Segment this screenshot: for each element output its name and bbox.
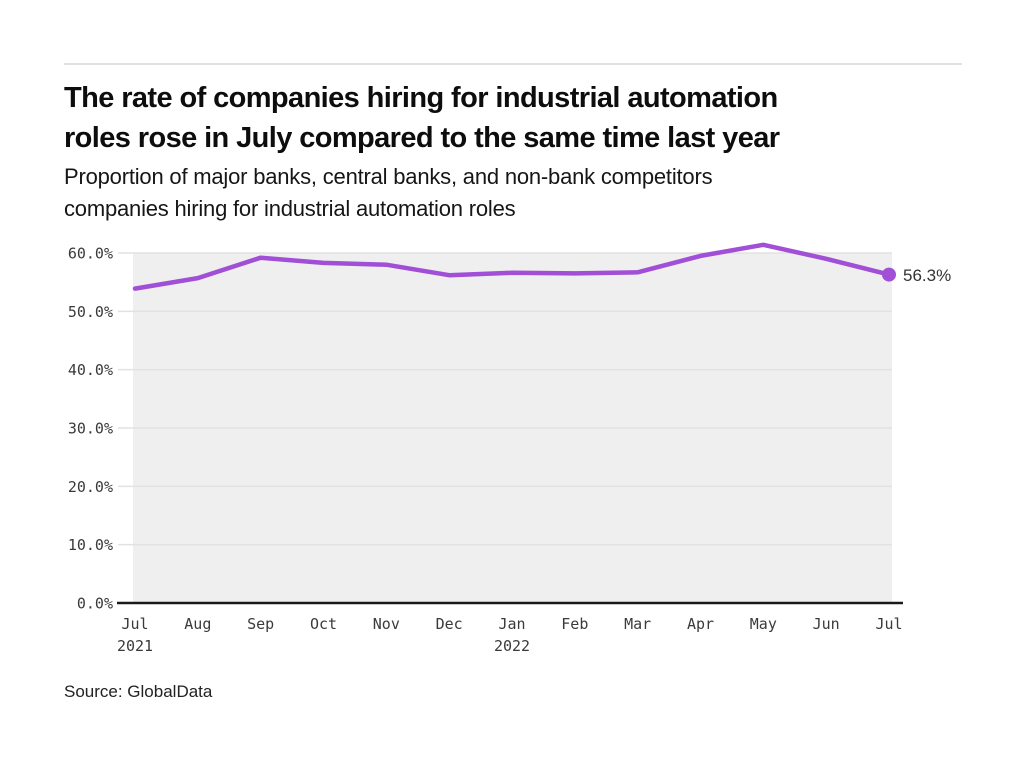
y-tick-label: 60.0% bbox=[68, 245, 113, 263]
page-title-line1: The rate of companies hiring for industr… bbox=[64, 82, 778, 114]
y-tick-label: 20.0% bbox=[68, 478, 113, 496]
page-title: The rate of companies hiring for industr… bbox=[64, 78, 780, 158]
x-tick-label: May bbox=[750, 615, 777, 633]
y-tick-label: 10.0% bbox=[68, 536, 113, 554]
y-tick-label: 30.0% bbox=[68, 420, 113, 438]
page-subtitle: Proportion of major banks, central banks… bbox=[64, 161, 713, 225]
x-tick-year-label: 2021 bbox=[117, 637, 153, 655]
trend-line bbox=[132, 242, 892, 291]
x-tick-label: Jun bbox=[813, 615, 840, 633]
x-tick-label: Sep bbox=[247, 615, 274, 633]
y-tick-label: 0.0% bbox=[77, 595, 113, 613]
end-point-dot bbox=[882, 267, 896, 282]
x-tick-label: Nov bbox=[373, 615, 400, 633]
x-tick-year-label: 2022 bbox=[494, 637, 530, 655]
header-rule bbox=[64, 63, 962, 65]
page-subtitle-line1: Proportion of major banks, central banks… bbox=[64, 164, 713, 189]
page-title-line2: roles rose in July compared to the same … bbox=[64, 122, 780, 154]
x-tick-label: Jul bbox=[875, 615, 902, 633]
x-tick-label: Mar bbox=[624, 615, 651, 633]
end-point-label: 56.3% bbox=[903, 266, 951, 285]
x-tick-label: Jul bbox=[121, 615, 148, 633]
y-tick-label: 50.0% bbox=[68, 303, 113, 321]
y-tick-label: 40.0% bbox=[68, 361, 113, 379]
x-tick-label: Jan bbox=[498, 615, 525, 633]
x-tick-label: Aug bbox=[184, 615, 211, 633]
source-credit: Source: GlobalData bbox=[64, 682, 213, 701]
page-subtitle-line2: companies hiring for industrial automati… bbox=[64, 196, 516, 221]
x-tick-label: Oct bbox=[310, 615, 337, 633]
x-tick-label: Feb bbox=[561, 615, 588, 633]
x-tick-label: Dec bbox=[436, 615, 463, 633]
x-tick-label: Apr bbox=[687, 615, 714, 633]
